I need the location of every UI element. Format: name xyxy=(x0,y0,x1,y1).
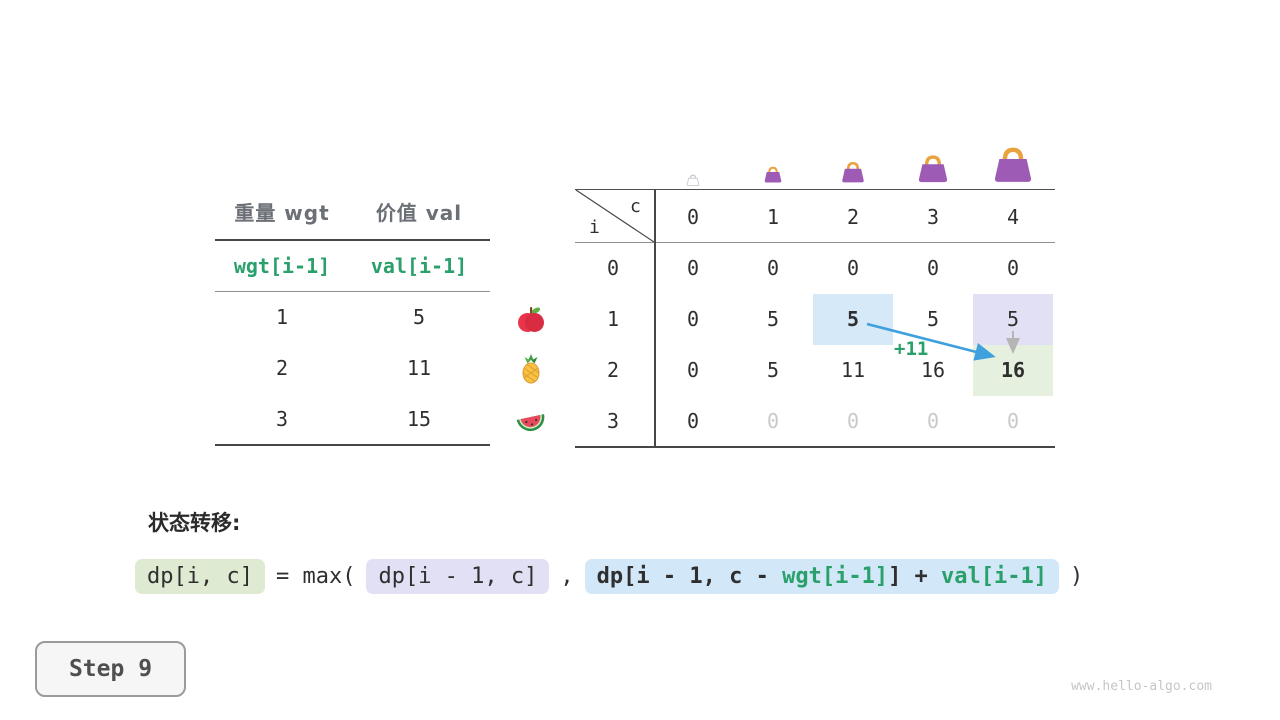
bag-icon xyxy=(916,154,950,183)
option2-prefix: dp[i - 1, c - xyxy=(596,564,783,589)
dp-cell-source-highlight: 5 xyxy=(813,294,893,345)
items-col-weight-header: 重量 wgt xyxy=(234,201,330,225)
dp-cell: 0 xyxy=(766,256,780,280)
dp-cell: 0 xyxy=(1006,409,1020,433)
item-weight: 3 xyxy=(275,407,289,431)
dp-cell: 0 xyxy=(766,409,780,433)
option2-mid: ] + xyxy=(888,564,942,589)
step-button[interactable]: Step 9 xyxy=(35,641,186,697)
item-weight: 2 xyxy=(275,356,289,380)
items-table-header-rule xyxy=(215,239,490,241)
state-transition-label: 状态转移: xyxy=(148,511,241,535)
item-value: 5 xyxy=(412,305,426,329)
val-formula-label: val[i-1] xyxy=(370,254,468,278)
formula-option1-chip: dp[i - 1, c] xyxy=(366,559,550,594)
dp-cell: 11 xyxy=(840,358,866,382)
dp-table-header-rule xyxy=(575,242,1055,243)
option2-val-term: val[i-1] xyxy=(941,564,1048,589)
dp-row-header: 1 xyxy=(606,307,620,331)
dp-row-header: 3 xyxy=(606,409,620,433)
dp-cell: 0 xyxy=(686,307,700,331)
dp-cell: 0 xyxy=(686,409,700,433)
dp-table-bottom-rule xyxy=(575,446,1055,448)
items-table-mid-rule xyxy=(215,291,490,292)
dp-col-header: 3 xyxy=(926,205,940,229)
dp-table-top-rule xyxy=(575,189,1055,190)
items-col-value-header: 价值 val xyxy=(375,201,463,225)
corner-col-var: c xyxy=(630,196,641,217)
formula-eq-max: = max( xyxy=(275,564,356,589)
bag-icon xyxy=(763,166,783,183)
corner-diagonal-line xyxy=(575,189,655,243)
dp-col-header: 4 xyxy=(1006,205,1020,229)
apple-icon xyxy=(515,303,547,335)
dp-cell: 0 xyxy=(686,358,700,382)
dp-table-vertical-rule xyxy=(654,189,656,447)
dp-cell: 0 xyxy=(926,256,940,280)
dp-row-header: 0 xyxy=(606,256,620,280)
dp-cell-target-highlight: 16 xyxy=(973,345,1053,396)
dp-col-header: 1 xyxy=(766,205,780,229)
formula-option2-chip: dp[i - 1, c - wgt[i-1]] + val[i-1] xyxy=(584,559,1060,594)
watermark: www.hello-algo.com xyxy=(1071,679,1212,694)
watermelon-icon xyxy=(513,404,549,436)
dp-cell: 0 xyxy=(926,409,940,433)
formula-lhs-chip: dp[i, c] xyxy=(135,559,265,594)
item-value: 11 xyxy=(406,356,432,380)
dp-cell-compare-highlight: 5 xyxy=(973,294,1053,345)
bag-outline-icon xyxy=(686,171,700,187)
bag-icon xyxy=(840,161,866,183)
formula-comma: , xyxy=(560,564,574,589)
dp-cell: 0 xyxy=(1006,256,1020,280)
item-weight: 1 xyxy=(275,305,289,329)
dp-cell: 0 xyxy=(686,256,700,280)
corner-row-var: i xyxy=(589,217,600,238)
dp-cell: 5 xyxy=(766,307,780,331)
dp-col-header: 0 xyxy=(686,205,700,229)
dp-cell: 16 xyxy=(920,358,946,382)
wgt-formula-label: wgt[i-1] xyxy=(233,254,331,278)
dp-col-header: 2 xyxy=(846,205,860,229)
dp-cell: 0 xyxy=(846,409,860,433)
dp-row-header: 2 xyxy=(606,358,620,382)
value-add-annotation: +11 xyxy=(894,338,929,360)
option2-wgt-term: wgt[i-1] xyxy=(782,564,889,589)
formula-close-paren: ) xyxy=(1070,564,1084,589)
bag-icon xyxy=(991,146,1035,183)
dp-cell: 5 xyxy=(766,358,780,382)
items-table-bottom-rule xyxy=(215,444,490,446)
dp-cell: 0 xyxy=(846,256,860,280)
item-value: 15 xyxy=(406,407,432,431)
pineapple-icon xyxy=(515,353,547,385)
state-transition-formula: dp[i, c] = max( dp[i - 1, c] , dp[i - 1,… xyxy=(135,559,1083,594)
